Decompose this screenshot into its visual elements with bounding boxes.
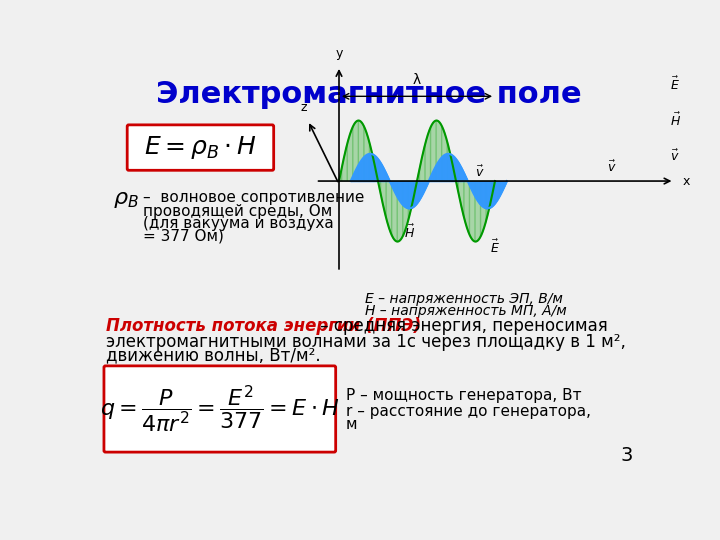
Text: $\vec{E}$: $\vec{E}$ bbox=[490, 239, 500, 256]
Text: $\rho_B$: $\rho_B$ bbox=[113, 190, 139, 210]
Text: – средняя энергия, переносимая: – средняя энергия, переносимая bbox=[315, 318, 608, 335]
Text: –  волновое сопротивление: – волновое сопротивление bbox=[143, 190, 364, 205]
Text: Плотность потока энергии (ППЭ): Плотность потока энергии (ППЭ) bbox=[106, 318, 420, 335]
Text: y: y bbox=[336, 47, 343, 60]
Text: r – расстояние до генератора,: r – расстояние до генератора, bbox=[346, 403, 590, 418]
Text: м: м bbox=[346, 417, 357, 433]
Text: P – мощность генератора, Вт: P – мощность генератора, Вт bbox=[346, 388, 581, 403]
Text: Электромагнитное поле: Электромагнитное поле bbox=[156, 79, 582, 109]
Text: λ: λ bbox=[413, 73, 421, 87]
Text: $\vec{v}$: $\vec{v}$ bbox=[474, 165, 484, 180]
Text: движению волны, Вт/м².: движению волны, Вт/м². bbox=[106, 347, 320, 364]
Text: $q = \dfrac{P}{4\pi r^2} = \dfrac{E^2}{377} = E \cdot H$: $q = \dfrac{P}{4\pi r^2} = \dfrac{E^2}{3… bbox=[100, 383, 340, 435]
Text: электромагнитными волнами за 1с через площадку в 1 м²,: электромагнитными волнами за 1с через пл… bbox=[106, 333, 626, 351]
FancyBboxPatch shape bbox=[104, 366, 336, 452]
Text: (для вакуума и воздуха: (для вакуума и воздуха bbox=[143, 217, 333, 232]
Text: $\vec{H}$: $\vec{H}$ bbox=[670, 112, 682, 129]
Text: $\vec{v}$: $\vec{v}$ bbox=[607, 160, 617, 175]
Text: H – напряженность МП, А/м: H – напряженность МП, А/м bbox=[365, 304, 567, 318]
Text: z: z bbox=[301, 102, 307, 114]
Text: $\vec{E}$: $\vec{E}$ bbox=[670, 76, 680, 93]
FancyBboxPatch shape bbox=[127, 125, 274, 170]
Text: $E = \rho_B \cdot H$: $E = \rho_B \cdot H$ bbox=[144, 134, 257, 161]
Text: E – напряженность ЭП, В/м: E – напряженность ЭП, В/м bbox=[365, 292, 563, 306]
Text: x: x bbox=[683, 174, 690, 187]
Text: 3: 3 bbox=[620, 446, 632, 465]
Text: = 377 Ом): = 377 Ом) bbox=[143, 229, 224, 244]
Text: $\vec{H}$: $\vec{H}$ bbox=[404, 224, 415, 241]
Text: $\vec{v}$: $\vec{v}$ bbox=[670, 149, 680, 165]
Text: проводящей среды, Ом: проводящей среды, Ом bbox=[143, 204, 332, 219]
